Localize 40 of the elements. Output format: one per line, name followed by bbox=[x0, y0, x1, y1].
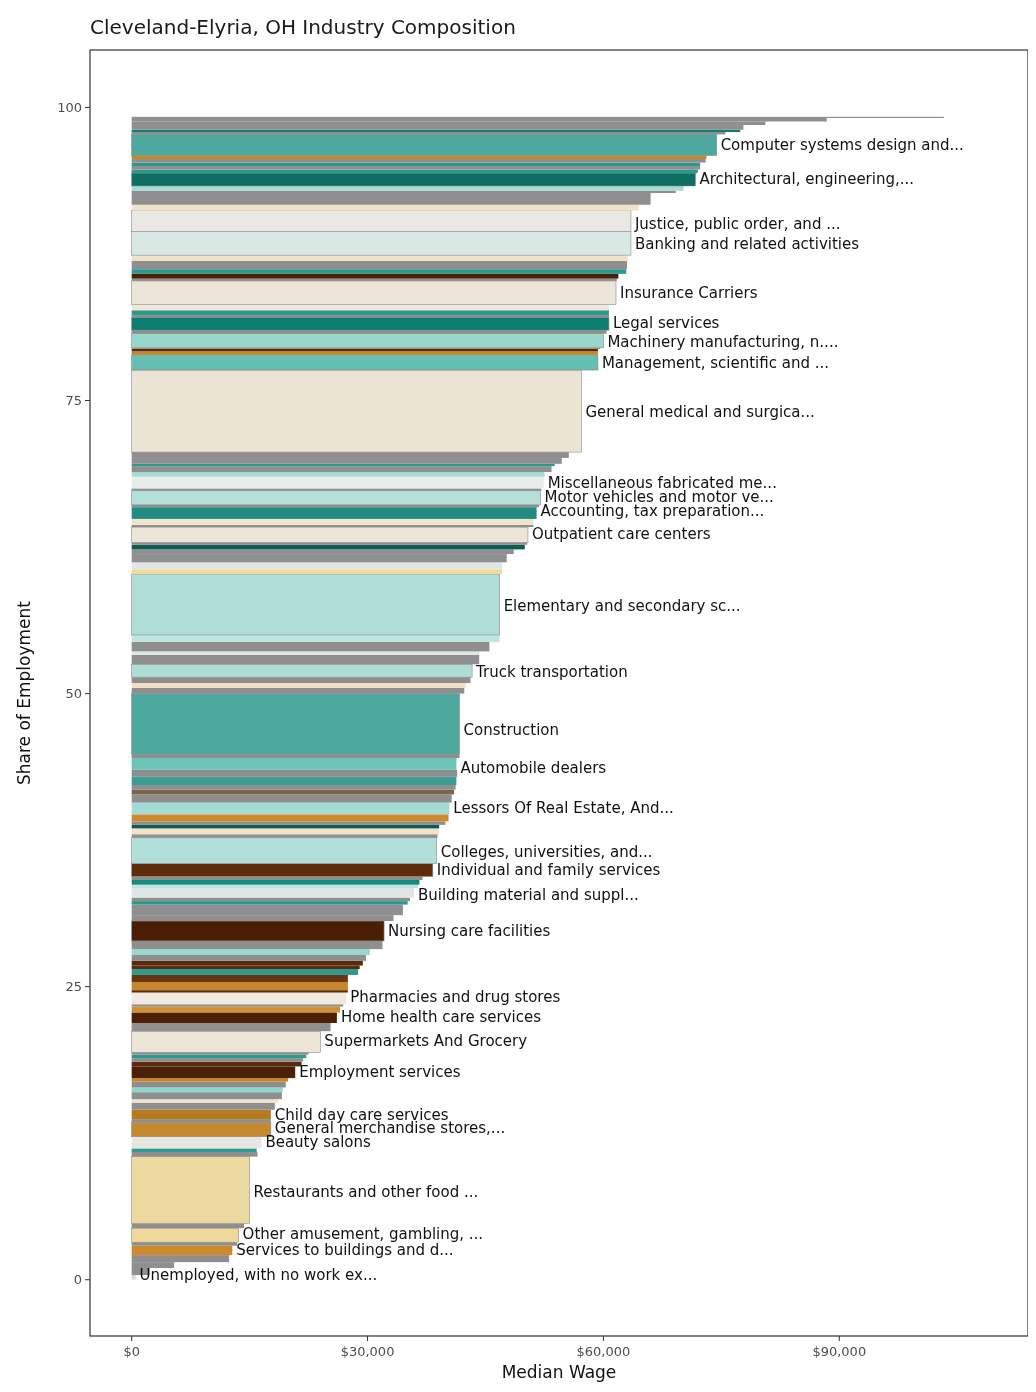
annotation: Insurance Carriers bbox=[620, 283, 758, 302]
annotation: Supermarkets And Grocery bbox=[324, 1031, 528, 1050]
y-tick-label: 100 bbox=[57, 99, 82, 115]
annotation: Employment services bbox=[299, 1063, 461, 1082]
x-axis-title: Median Wage bbox=[501, 1362, 617, 1382]
annotation: Legal services bbox=[612, 314, 720, 333]
x-tick-label: $60,000 bbox=[576, 1344, 631, 1359]
annotation: Other amusement, gambling, ... bbox=[242, 1225, 484, 1244]
annotation: Accounting, tax preparation... bbox=[540, 501, 765, 520]
x-tick-label: $90,000 bbox=[812, 1344, 867, 1359]
annotation: Nursing care facilities bbox=[388, 921, 551, 940]
annotation: Outpatient care centers bbox=[531, 525, 711, 544]
annotation: Colleges, universities, and... bbox=[440, 843, 653, 862]
annotation: Individual and family services bbox=[436, 860, 661, 879]
annotation: Elementary and secondary sc... bbox=[503, 596, 741, 615]
y-tick-label: 50 bbox=[65, 686, 82, 702]
annotation: Justice, public order, and ... bbox=[633, 214, 841, 233]
x-tick-label: $0 bbox=[123, 1344, 140, 1359]
annotation: Unemployed, with no work ex... bbox=[139, 1266, 378, 1285]
chart-title: Cleveland-Elyria, OH Industry Composition bbox=[90, 15, 516, 39]
annotation: Beauty salons bbox=[265, 1132, 372, 1151]
annotation: Banking and related activities bbox=[634, 234, 860, 253]
annotation: Computer systems design and... bbox=[720, 136, 964, 155]
annotation: Construction bbox=[463, 721, 560, 740]
annotation: Home health care services bbox=[340, 1008, 542, 1027]
annotation: Management, scientific and ... bbox=[601, 354, 830, 373]
annotation: Building material and suppl... bbox=[417, 886, 639, 905]
annotation: Truck transportation bbox=[475, 662, 628, 681]
annotation: Pharmacies and drug stores bbox=[350, 988, 561, 1007]
y-tick-label: 25 bbox=[65, 979, 82, 995]
annotation: Machinery manufacturing, n.... bbox=[607, 333, 839, 352]
annotation: Automobile dealers bbox=[460, 758, 607, 777]
annotation: Lessors Of Real Estate, And... bbox=[453, 798, 674, 817]
y-tick-label: 75 bbox=[65, 393, 82, 409]
y-axis-title: Share of Employment bbox=[14, 600, 34, 785]
y-tick-label: 0 bbox=[73, 1272, 82, 1288]
x-tick-label: $30,000 bbox=[340, 1344, 395, 1359]
annotation: Restaurants and other food ... bbox=[253, 1183, 479, 1202]
annotation: General medical and surgica... bbox=[585, 403, 815, 422]
annotation: Architectural, engineering,... bbox=[699, 170, 915, 189]
